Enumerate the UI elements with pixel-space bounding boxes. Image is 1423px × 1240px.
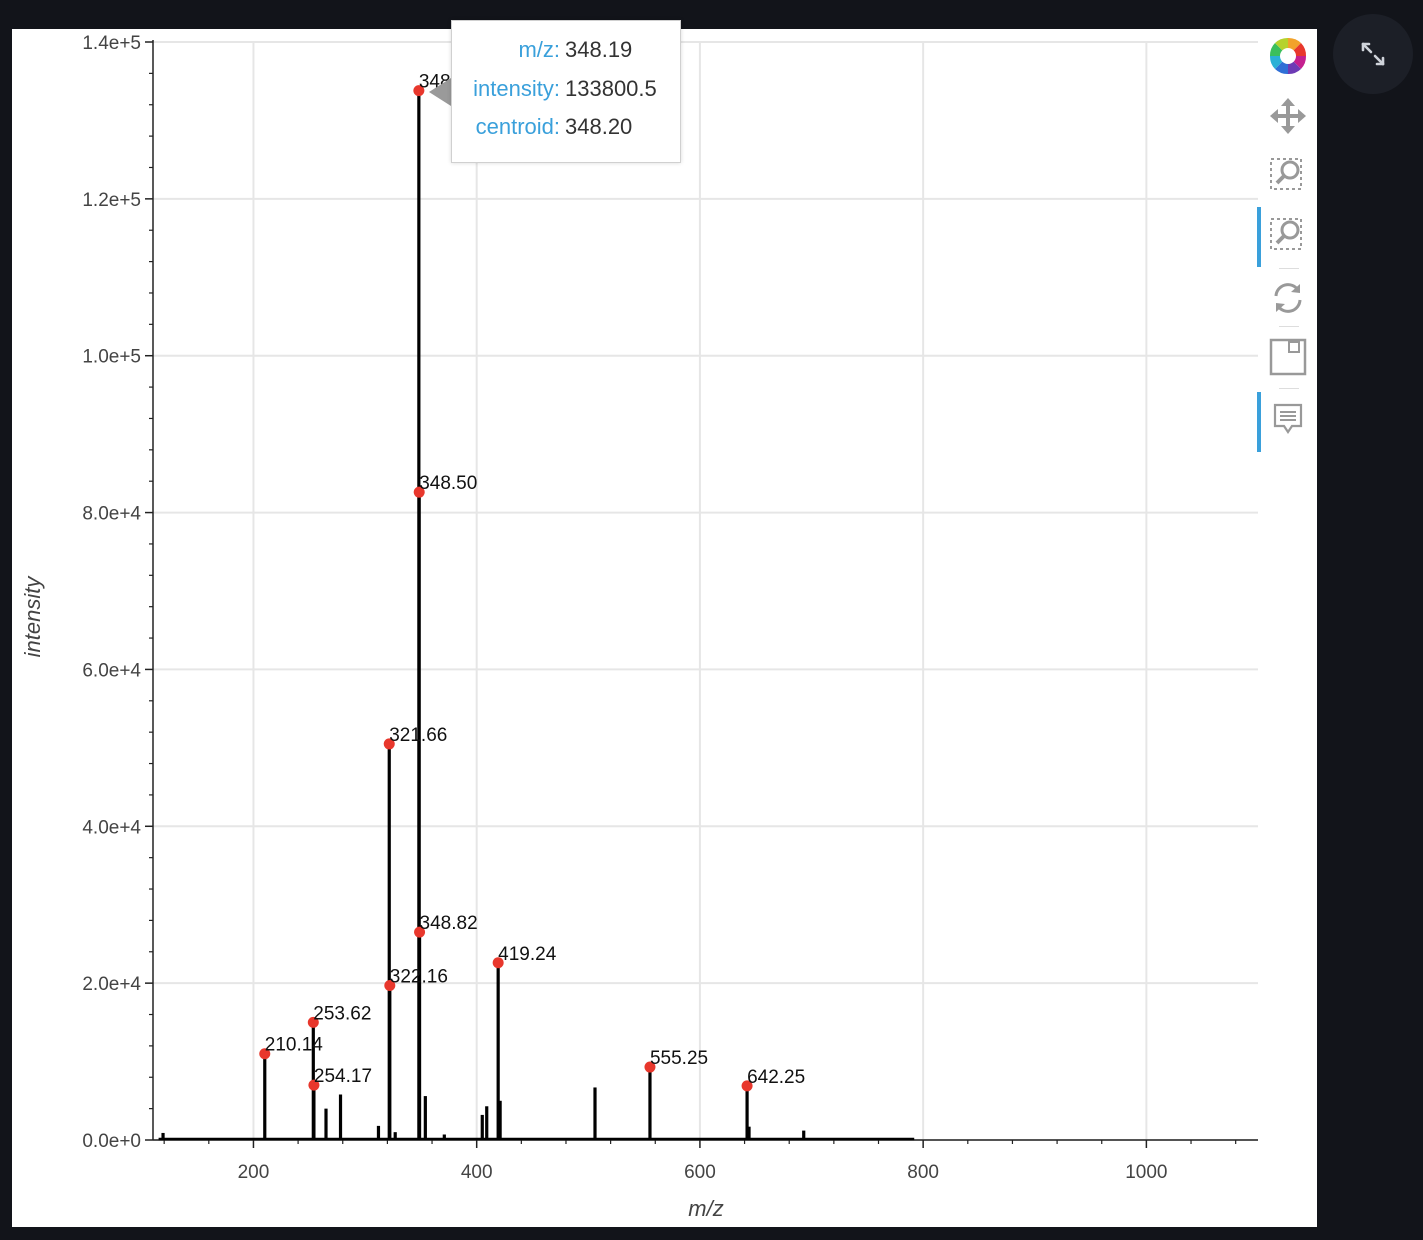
spectrum-plot[interactable]: 0.0e+0 2.0e+4 4.0e+4 6.0e+4 8.0e+4 1.0e+5 1.2e… [12,29,1317,1227]
x-tick-label: 800 [907,1162,939,1183]
tooltip-arrow [429,78,451,106]
y-tick-label: 6.0e+4 [82,660,141,681]
grid [153,41,1258,1141]
bokeh-logo [1259,29,1317,87]
peak-label: 348.82 [420,913,478,934]
peak-marker [492,957,504,969]
peak-label: 555.25 [650,1048,708,1069]
y-tick-label: 1.4e+5 [82,33,141,54]
reset-icon [1270,280,1306,321]
y-tick-label: 4.0e+4 [82,817,141,838]
peak-label: 642.25 [747,1067,805,1088]
peak-marker [308,1079,320,1091]
x-axis-title: m/z [688,1196,723,1221]
peak-marker [384,979,396,991]
tooltip-value: 348.20 [565,114,633,139]
toolbar-separator [1279,326,1299,327]
peak-marker [259,1048,271,1060]
toolbar [1257,29,1317,479]
peak-markers: 348.19348.50321.66348.82419.24322.16253.… [259,72,805,1092]
peak-label: 348.50 [419,473,477,494]
peak-marker [413,85,425,97]
peak-label: 419.24 [498,944,557,965]
pan-icon [1269,97,1307,140]
spectrum-series [158,90,915,1141]
peak-marker [414,926,426,938]
hover-icon [1272,402,1304,441]
tooltip-row-intensity: intensity: 133800.5 [452,76,680,106]
pan-tool-button[interactable] [1259,89,1317,147]
y-tick-label: 1.2e+5 [82,190,141,211]
tooltip-row-centroid: centroid: 348.20 [452,114,680,144]
peak-marker [307,1016,319,1028]
tooltip-value: 348.19 [565,37,633,62]
chart-panel: 0.0e+0 2.0e+4 4.0e+4 6.0e+4 8.0e+4 1.0e+5 1.2e… [12,29,1317,1227]
peak-label: 322.16 [390,966,448,987]
x-tick-label: 600 [684,1162,716,1183]
expand-icon [1361,42,1385,66]
save-icon [1269,338,1307,381]
tooltip-row-mz: m/z: 348.19 [452,37,680,67]
peak-marker [741,1080,753,1092]
x-tick-label: 200 [238,1162,270,1183]
peak-label: 321.66 [389,725,447,746]
y-tick-label: 8.0e+4 [82,504,141,525]
tooltip-key: m/z: [518,37,560,62]
tooltip-key: centroid: [475,114,560,139]
fullscreen-button[interactable] [1333,14,1413,94]
hover-tool-button[interactable] [1257,392,1317,452]
wheel-zoom-icon [1268,214,1308,259]
peak-marker [413,486,425,498]
tooltip-value: 133800.5 [565,76,657,101]
y-tick-label: 0.0e+0 [82,1131,141,1152]
bokeh-logo-icon [1268,36,1308,81]
tooltip-key: intensity: [473,76,560,101]
wheel-zoom-tool-button[interactable] [1257,207,1317,267]
box-zoom-icon [1268,154,1308,199]
peak-label: 254.17 [314,1066,372,1087]
peak-label: 253.62 [313,1003,371,1024]
axes: 0.0e+0 2.0e+4 4.0e+4 6.0e+4 8.0e+4 1.0e+5 1.2e… [82,33,1258,1183]
y-axis-title: intensity [20,575,45,658]
y-tick-label: 1.0e+5 [82,347,141,368]
y-tick-label: 2.0e+4 [82,974,141,995]
save-tool-button[interactable] [1259,330,1317,388]
x-tick-label: 400 [461,1162,493,1183]
peak-marker [383,738,395,750]
reset-tool-button[interactable] [1259,271,1317,329]
toolbar-separator [1279,268,1299,269]
x-tick-label: 1000 [1125,1162,1167,1183]
peak-label: 210.14 [265,1035,324,1056]
hover-tooltip: m/z: 348.19 intensity: 133800.5 centroid… [451,20,681,163]
box-zoom-tool-button[interactable] [1259,147,1317,205]
toolbar-separator [1279,388,1299,389]
peak-marker [644,1061,656,1073]
